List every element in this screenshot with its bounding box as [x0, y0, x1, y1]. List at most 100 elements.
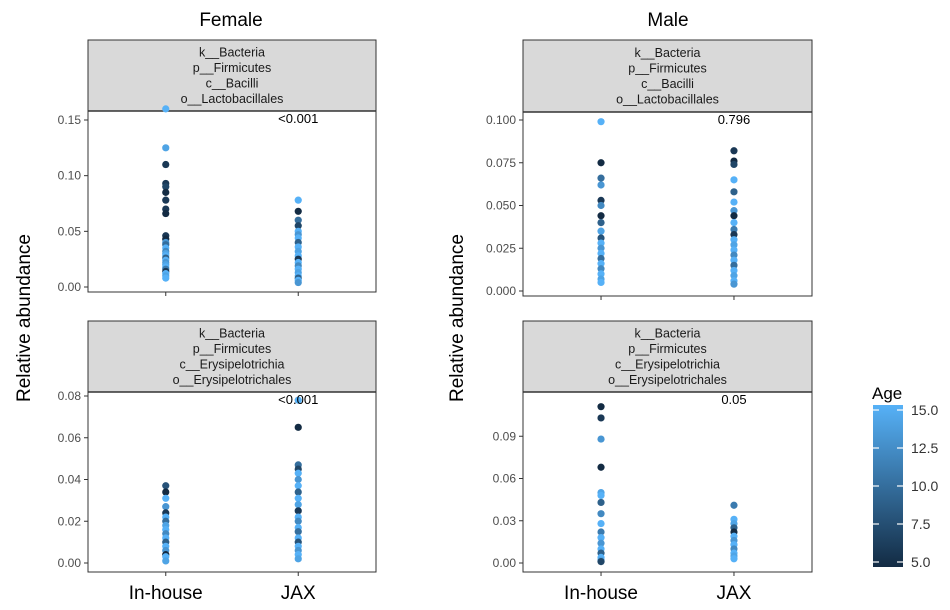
- y-axis-label-female: Relative abundance: [14, 234, 35, 402]
- data-point: [730, 176, 738, 184]
- strip-label: k__Bacteria: [199, 327, 265, 341]
- y-tick-label: 0.10: [58, 169, 82, 183]
- data-point: [294, 222, 302, 230]
- y-tick-label: 0.05: [58, 224, 82, 238]
- data-point: [597, 278, 605, 287]
- strip-label: k__Bacteria: [199, 46, 265, 60]
- data-point: [597, 414, 605, 422]
- data-point: [294, 517, 302, 525]
- strip-background: [87, 39, 377, 112]
- data-point: [597, 265, 605, 273]
- data-point: [162, 188, 170, 196]
- data-point: [294, 207, 302, 215]
- female-title: Female: [199, 10, 262, 31]
- strip-label: p__Firmicutes: [628, 62, 707, 76]
- y-tick-label: 0.075: [486, 156, 516, 170]
- data-point: [597, 260, 605, 268]
- p-value-label: 0.796: [718, 112, 751, 127]
- strip-label: k__Bacteria: [634, 327, 700, 341]
- data-point: [597, 254, 605, 263]
- data-point: [597, 498, 605, 507]
- plot-area: [522, 111, 813, 297]
- data-point: [597, 491, 605, 499]
- strip-label: c__Erysipelotrichia: [180, 358, 285, 372]
- strip-label: p__Firmicutes: [193, 61, 272, 75]
- data-point: [597, 463, 605, 471]
- strip-background: [522, 320, 813, 393]
- data-point: [162, 557, 170, 565]
- legend-ticks: 15.0 12.5 10.0 7.5 5.0: [873, 402, 938, 570]
- y-tick-label: 0.050: [486, 199, 516, 213]
- data-point: [294, 196, 302, 204]
- strip-background: [87, 320, 377, 393]
- strip-label: o__Lactobacillales: [616, 93, 719, 107]
- data-point: [730, 236, 738, 244]
- data-point: [597, 174, 605, 182]
- y-tick-label: 0.00: [58, 556, 82, 570]
- male-title: Male: [647, 10, 688, 31]
- data-point: [294, 216, 302, 224]
- data-point: [730, 230, 738, 239]
- strip-label: c__Bacilli: [206, 77, 259, 91]
- p-value-label: 0.05: [721, 392, 746, 407]
- data-point: [597, 244, 605, 252]
- strip-label: p__Firmicutes: [193, 342, 272, 356]
- data-point: [730, 160, 738, 169]
- data-point: [597, 557, 605, 566]
- legend-tick-label: 10.0: [911, 478, 938, 494]
- strip-label: c__Bacilli: [641, 77, 694, 91]
- data-point: [597, 227, 605, 235]
- y-tick-label: 0.02: [58, 514, 82, 528]
- data-point: [294, 555, 302, 563]
- data-point: [730, 261, 738, 269]
- data-point: [162, 274, 170, 282]
- y-tick-label: 0.06: [58, 431, 82, 445]
- data-point: [730, 212, 738, 220]
- y-tick-label: 0.04: [58, 473, 82, 487]
- y-tick-label: 0.025: [486, 241, 516, 255]
- data-point: [294, 469, 302, 477]
- data-point: [730, 207, 738, 215]
- strip-label: c__Erysipelotrichia: [615, 358, 720, 372]
- data-point: [294, 396, 302, 404]
- data-point: [294, 500, 302, 509]
- p-value-label: <0.001: [278, 111, 318, 126]
- data-point: [730, 147, 738, 155]
- data-point: [730, 225, 738, 234]
- data-point: [597, 270, 605, 278]
- data-point: [294, 482, 302, 490]
- x-tick-label: JAX: [717, 583, 752, 604]
- data-point: [162, 196, 170, 204]
- y-tick-label: 0.06: [493, 472, 517, 486]
- data-point: [294, 488, 302, 496]
- data-point: [294, 507, 302, 515]
- y-tick-label: 0.09: [493, 429, 517, 443]
- strip-label: p__Firmicutes: [628, 342, 707, 356]
- legend-tick-label: 15.0: [911, 402, 938, 418]
- data-point: [162, 144, 170, 152]
- data-point: [597, 181, 605, 189]
- data-point: [730, 241, 738, 249]
- age-legend: Age 15.0 12.5 10.0 7.5 5.0: [872, 384, 938, 570]
- p-value-label: <0.001: [278, 392, 318, 407]
- data-point: [597, 219, 605, 227]
- legend-tick-label: 5.0: [911, 554, 931, 570]
- legend-tick-label: 12.5: [911, 440, 938, 456]
- data-point: [162, 183, 170, 191]
- x-tick-label: JAX: [281, 583, 316, 604]
- data-point: [294, 494, 302, 502]
- data-point: [597, 249, 605, 257]
- y-tick-label: 0.000: [486, 284, 516, 298]
- y-tick-label: 0.00: [58, 280, 82, 294]
- data-point: [597, 234, 605, 242]
- strip-label: o__Lactobacillales: [181, 92, 284, 106]
- data-point: [597, 212, 605, 220]
- data-point: [294, 528, 302, 536]
- y-tick-label: 0.03: [493, 514, 517, 528]
- data-point: [597, 118, 605, 126]
- data-point: [730, 266, 738, 275]
- data-point: [730, 501, 738, 509]
